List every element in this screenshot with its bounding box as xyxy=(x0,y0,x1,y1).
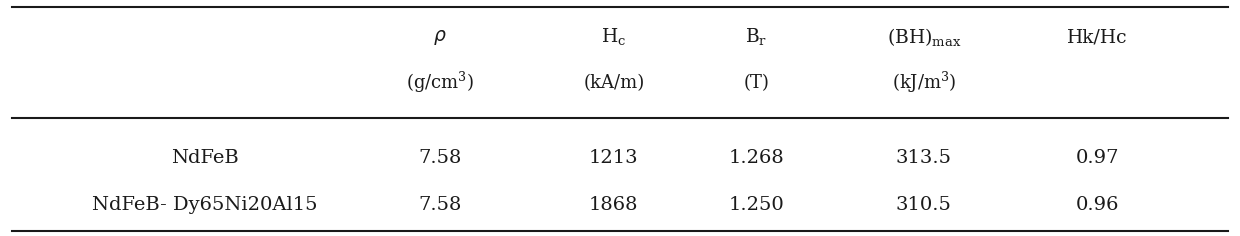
Text: 1.268: 1.268 xyxy=(729,149,784,167)
Text: 0.96: 0.96 xyxy=(1075,196,1120,214)
Text: (kJ/m$^{\mathregular{3}}$): (kJ/m$^{\mathregular{3}}$) xyxy=(892,70,956,95)
Text: 1.250: 1.250 xyxy=(729,196,784,214)
Text: (BH)$_\mathregular{max}$: (BH)$_\mathregular{max}$ xyxy=(887,27,961,49)
Text: B$_\mathregular{r}$: B$_\mathregular{r}$ xyxy=(745,27,768,48)
Text: 1213: 1213 xyxy=(589,149,639,167)
Text: 0.97: 0.97 xyxy=(1075,149,1120,167)
Text: NdFeB- Dy65Ni20Al15: NdFeB- Dy65Ni20Al15 xyxy=(92,196,317,214)
Text: H$_\mathregular{c}$: H$_\mathregular{c}$ xyxy=(601,27,626,48)
Text: NdFeB: NdFeB xyxy=(171,149,238,167)
Text: Hk/Hc: Hk/Hc xyxy=(1068,29,1127,47)
Text: (T): (T) xyxy=(744,74,769,92)
Text: (kA/m): (kA/m) xyxy=(583,74,645,92)
Text: 313.5: 313.5 xyxy=(895,149,952,167)
Text: $\rho$: $\rho$ xyxy=(433,28,448,47)
Text: 310.5: 310.5 xyxy=(895,196,952,214)
Text: (g/cm$^{\mathregular{3}}$): (g/cm$^{\mathregular{3}}$) xyxy=(407,70,474,95)
Text: 7.58: 7.58 xyxy=(419,149,461,167)
Text: 1868: 1868 xyxy=(589,196,639,214)
Text: 7.58: 7.58 xyxy=(419,196,461,214)
